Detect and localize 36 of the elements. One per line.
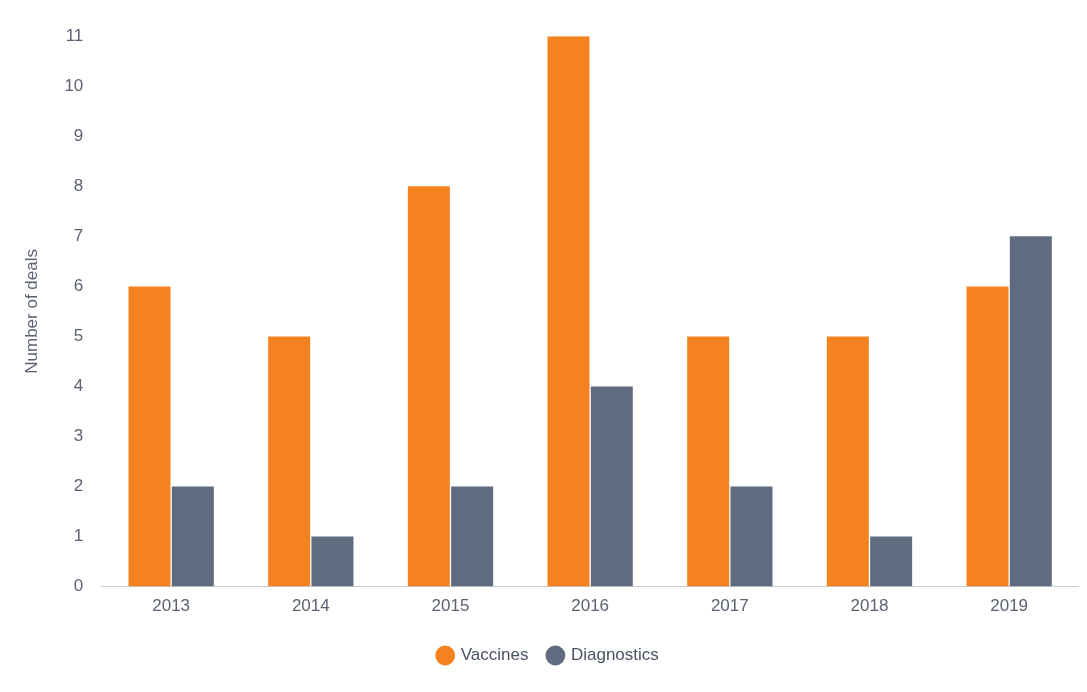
bar (826, 336, 869, 587)
x-tick-label: 2014 (291, 596, 330, 616)
legend-label: Vaccines (460, 645, 529, 665)
bar (311, 536, 354, 587)
y-tick-label: 5 (73, 326, 84, 346)
bar (966, 286, 1009, 587)
x-tick-label: 2013 (152, 596, 191, 616)
bar (547, 36, 590, 587)
bar (687, 336, 730, 587)
x-tick-label: 2017 (710, 596, 749, 616)
bar (1009, 236, 1052, 587)
x-tick-label: 2015 (431, 596, 470, 616)
x-tick-label: 2016 (571, 596, 610, 616)
y-axis-title: Number of deals (21, 249, 41, 374)
y-tick-label: 9 (73, 125, 84, 145)
x-tick-label: 2019 (990, 596, 1029, 616)
y-tick-label: 4 (73, 376, 84, 396)
y-tick-label: 11 (65, 25, 84, 45)
bar (590, 386, 633, 587)
bar (268, 336, 311, 587)
y-tick-label: 0 (73, 576, 84, 596)
bar (451, 486, 494, 587)
bar (730, 486, 773, 587)
bar (870, 536, 913, 587)
y-tick-label: 6 (73, 276, 84, 296)
y-tick-label: 3 (73, 426, 84, 446)
y-tick-label: 8 (73, 176, 84, 195)
bar (128, 286, 171, 587)
bar (407, 186, 450, 587)
x-tick-label: 2018 (850, 596, 889, 616)
y-tick-label: 2 (73, 476, 84, 496)
legend-label: Diagnostics (570, 645, 659, 665)
y-tick-label: 1 (73, 526, 84, 546)
y-tick-label: 7 (73, 226, 84, 246)
y-tick-label: 10 (64, 75, 84, 95)
bar (171, 486, 214, 587)
